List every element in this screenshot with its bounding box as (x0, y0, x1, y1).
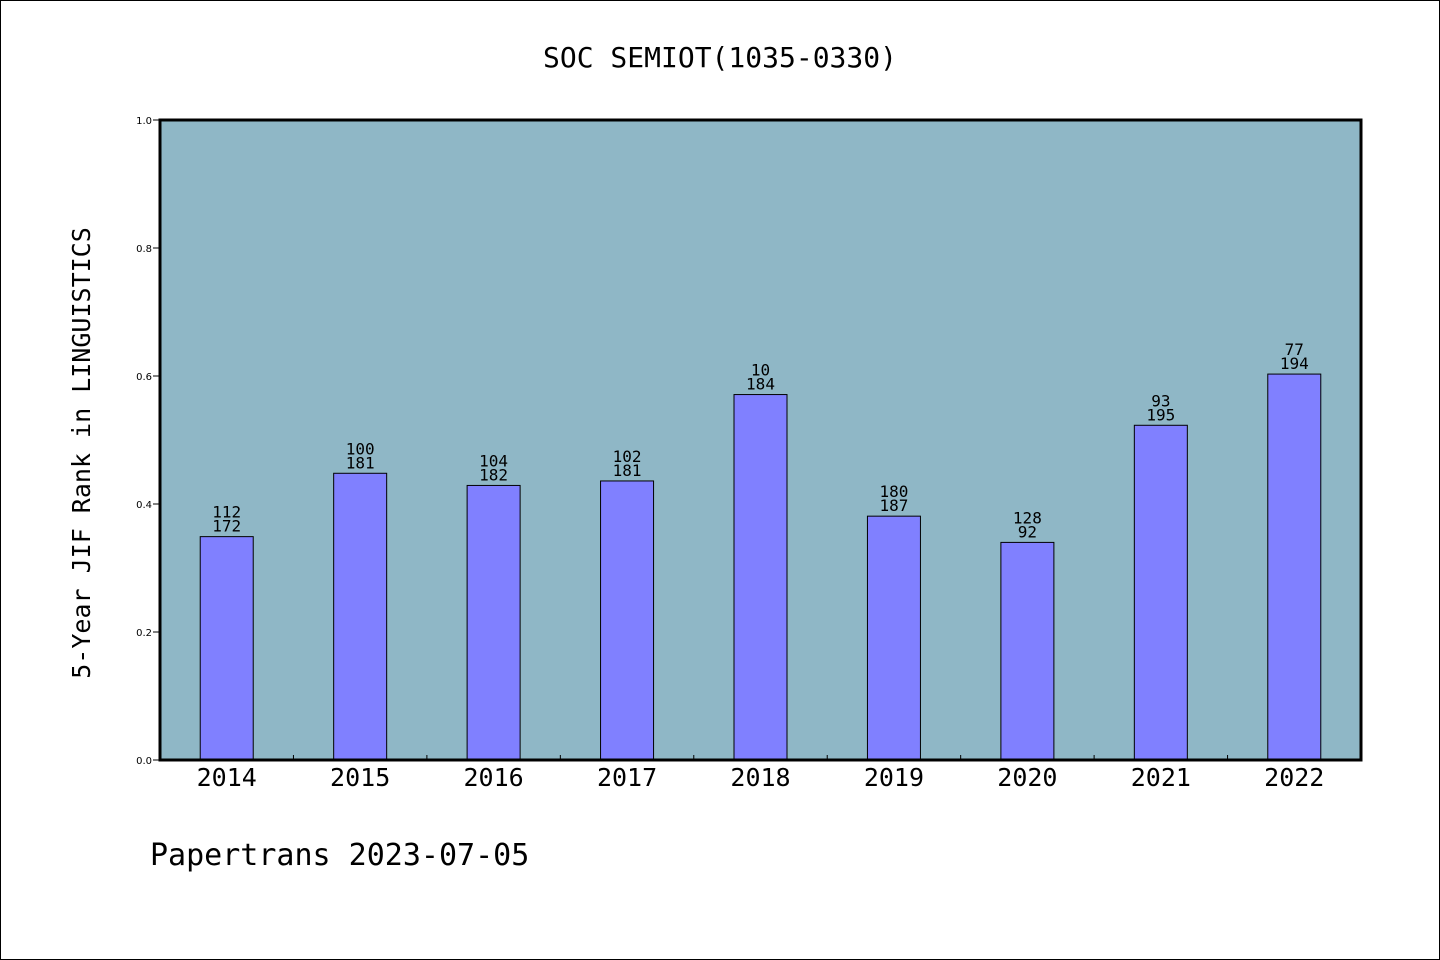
bar-2019 (866, 515, 921, 761)
y-axis-label: 5-Year JIF Rank in LINGUISTICS (67, 227, 96, 679)
x-tick-label: 2016 (464, 763, 524, 792)
bar-2018 (733, 394, 788, 761)
chart-title: SOC SEMIOT(1035-0330) (543, 41, 897, 74)
bar-2022 (1267, 373, 1322, 761)
bar-total-label: 194 (1280, 354, 1309, 373)
x-tick-label: 2022 (1264, 763, 1324, 792)
x-tick-label: 2014 (197, 763, 257, 792)
bar-total-label: 181 (613, 461, 642, 480)
bar-2021 (1133, 424, 1188, 761)
bar-total-label: 195 (1146, 405, 1175, 424)
x-tick-label: 2020 (997, 763, 1057, 792)
bar-rank-label: 180 (879, 482, 908, 501)
y-tick-label: 0.2 (136, 628, 152, 639)
footer-source-date: Papertrans 2023-07-05 (150, 838, 529, 873)
bar-rank-label: 10 (751, 361, 770, 380)
bar-rank-label: 93 (1151, 391, 1170, 410)
bar-total-label: 187 (879, 496, 908, 515)
y-tick-label: 0.0 (136, 756, 152, 767)
bar-total-label: 182 (479, 465, 508, 484)
bar-total-label: 184 (746, 375, 775, 394)
bar-rank-label: 100 (346, 439, 375, 458)
x-tick-label: 2015 (330, 763, 390, 792)
bar-rank-label: 112 (212, 503, 241, 522)
bars-layer (199, 373, 1322, 761)
x-tick-label: 2017 (597, 763, 657, 792)
bar-rank-label: 102 (613, 447, 642, 466)
bar-total-label: 181 (346, 453, 375, 472)
bar-2015 (333, 472, 388, 761)
y-tick-label: 0.8 (136, 244, 152, 255)
x-tick-label: 2018 (730, 763, 790, 792)
bar-2017 (600, 480, 655, 761)
bar-total-label: 92 (1018, 522, 1037, 541)
x-axis-ticks: 2014 2015 2016 2017 2018 2019 2020 2021 2022 (197, 755, 1324, 792)
x-tick-label: 2021 (1131, 763, 1191, 792)
bar-rank-label: 77 (1285, 340, 1304, 359)
x-tick-label: 2019 (864, 763, 924, 792)
plot-frame (158, 118, 1363, 762)
y-tick-label: 0.6 (136, 372, 152, 383)
bar-rank-label: 128 (1013, 508, 1042, 527)
y-axis-ticks: 0.0 0.2 0.4 0.6 0.8 1.0 (136, 116, 160, 767)
y-tick-label: 0.4 (136, 500, 152, 511)
y-tick-label: 1.0 (136, 116, 152, 127)
bar-total-label: 172 (212, 517, 241, 536)
bar-2014 (199, 536, 254, 761)
bar-2016 (466, 484, 521, 761)
bar-rank-label: 104 (479, 451, 508, 470)
bar-2020 (1000, 541, 1055, 761)
